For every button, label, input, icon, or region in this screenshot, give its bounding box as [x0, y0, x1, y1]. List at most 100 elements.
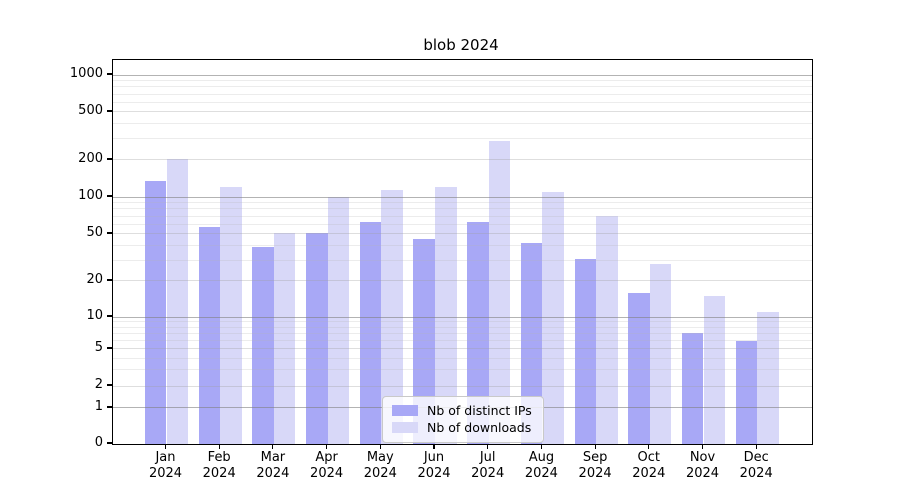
gridline-y-10	[113, 316, 812, 318]
bar-downloads-nov	[703, 295, 726, 444]
gridline-y-100	[113, 196, 812, 198]
bar-downloads-mar	[273, 232, 296, 444]
bar-downloads-jan	[166, 158, 189, 444]
gridline-y-700	[113, 93, 812, 95]
y-axis-tick-label-200: 200	[78, 150, 103, 166]
chart-title: blob 2024	[423, 36, 499, 54]
bar-downloads-jun	[435, 187, 457, 444]
gridline-y-300	[113, 138, 812, 140]
bar-downloads-oct	[649, 263, 672, 444]
bar-downloads-apr	[327, 197, 350, 444]
x-axis-tick-dec	[755, 444, 757, 449]
bar-ips-jan	[144, 180, 167, 444]
y-axis-tick-label-50: 50	[86, 224, 103, 240]
x-axis-tick-nov	[701, 444, 704, 449]
x-axis-tick-label-aug: Aug 2024	[524, 450, 558, 481]
x-axis-tick-feb	[218, 444, 220, 449]
y-axis-tick-label-10: 10	[86, 308, 103, 323]
y-axis-tick-1	[107, 406, 112, 408]
x-axis-tick-label-oct: Oct 2024	[632, 450, 666, 481]
y-axis-tick-label-1000: 1000	[69, 66, 103, 81]
y-axis-tick-label-1: 1	[94, 398, 103, 414]
bar-ips-mar	[252, 246, 274, 444]
gridline-y-9	[113, 321, 812, 323]
legend-swatch-distinct-ips	[392, 405, 418, 416]
y-axis-tick-500	[107, 110, 112, 112]
gridline-y-50	[113, 233, 812, 235]
x-axis-tick-label-feb: Feb 2024	[202, 450, 236, 481]
bar-downloads-dec	[757, 312, 779, 444]
x-axis-tick-aug	[540, 444, 542, 449]
bar-downloads-aug	[542, 191, 564, 444]
legend-label-downloads: Nb of downloads	[427, 420, 532, 435]
gridline-y-90	[113, 202, 812, 204]
y-axis-tick-0	[107, 442, 112, 444]
bars-layer	[113, 60, 812, 444]
gridline-y-60	[113, 223, 812, 225]
bar-ips-jun	[413, 239, 435, 444]
y-axis-tick-label-5: 5	[94, 339, 103, 355]
gridline-y-800	[113, 86, 812, 88]
bar-downloads-sep	[596, 216, 618, 444]
gridline-y-2	[113, 385, 812, 387]
y-axis-tick-label-0: 0	[94, 435, 103, 450]
y-axis-tick-10	[107, 315, 112, 317]
gridline-y-70	[113, 215, 812, 217]
x-axis-tick-sep	[594, 444, 596, 449]
gridline-y-400	[113, 123, 812, 125]
gridline-y-1000	[113, 74, 812, 76]
legend-swatch-downloads	[392, 422, 418, 433]
gridline-y-80	[113, 208, 812, 210]
x-axis-tick-jan	[164, 444, 167, 449]
gridline-y-600	[113, 101, 812, 103]
x-axis-tick-label-jan: Jan 2024	[148, 450, 183, 481]
y-axis-tick-5	[107, 347, 112, 349]
y-axis-tick-label-100: 100	[78, 188, 103, 203]
x-axis-tick-jul	[487, 444, 489, 449]
x-axis-tick-label-apr: Apr 2024	[310, 450, 344, 481]
x-axis-tick-apr	[326, 444, 328, 449]
gridline-y-500	[113, 111, 812, 113]
x-axis-tick-oct	[648, 444, 650, 449]
gridline-y-3	[113, 369, 812, 371]
gridline-y-20	[113, 280, 812, 282]
y-axis-tick-label-20: 20	[86, 271, 103, 287]
y-axis-tick-50	[107, 232, 112, 234]
gridline-y-900	[113, 80, 812, 82]
x-axis-tick-mar	[272, 444, 274, 449]
bar-ips-dec	[735, 340, 758, 444]
bar-ips-apr	[306, 232, 328, 444]
x-axis-tick-label-dec: Dec 2024	[739, 450, 773, 481]
y-axis-tick-20	[107, 279, 112, 281]
bar-ips-jul	[467, 221, 489, 444]
gridline-y-4	[113, 357, 812, 359]
y-axis-tick-200	[107, 158, 112, 160]
legend: Nb of distinct IPs Nb of downloads	[382, 396, 544, 443]
gridline-y-8	[113, 326, 812, 328]
bar-ips-oct	[628, 292, 650, 444]
x-axis-tick-label-nov: Nov 2024	[685, 450, 720, 481]
gridline-y-200	[113, 159, 812, 161]
y-axis-tick-2	[107, 384, 112, 386]
y-axis-tick-label-2: 2	[94, 377, 103, 393]
x-axis-tick-label-sep: Sep 2024	[578, 450, 612, 481]
bar-ips-aug	[520, 242, 543, 444]
bar-ips-may	[359, 221, 382, 444]
bar-ips-feb	[198, 227, 221, 444]
legend-item-distinct-ips: Nb of distinct IPs	[392, 402, 534, 419]
grid-layer	[113, 60, 812, 444]
legend-item-downloads: Nb of downloads	[392, 419, 534, 436]
x-axis-tick-label-jul: Jul 2024	[471, 450, 505, 481]
x-axis-tick-label-may: May 2024	[363, 450, 397, 481]
bar-downloads-feb	[220, 187, 242, 444]
gridline-y-6	[113, 340, 812, 342]
gridline-y-30	[113, 259, 812, 261]
y-axis-tick-1000	[107, 73, 112, 75]
y-axis-tick-100	[107, 195, 112, 197]
y-axis-tick-label-500: 500	[78, 102, 103, 118]
bar-ips-sep	[574, 258, 597, 444]
bar-ips-nov	[681, 333, 704, 444]
x-axis-tick-label-mar: Mar 2024	[256, 450, 290, 481]
x-axis-tick-may	[379, 444, 381, 449]
